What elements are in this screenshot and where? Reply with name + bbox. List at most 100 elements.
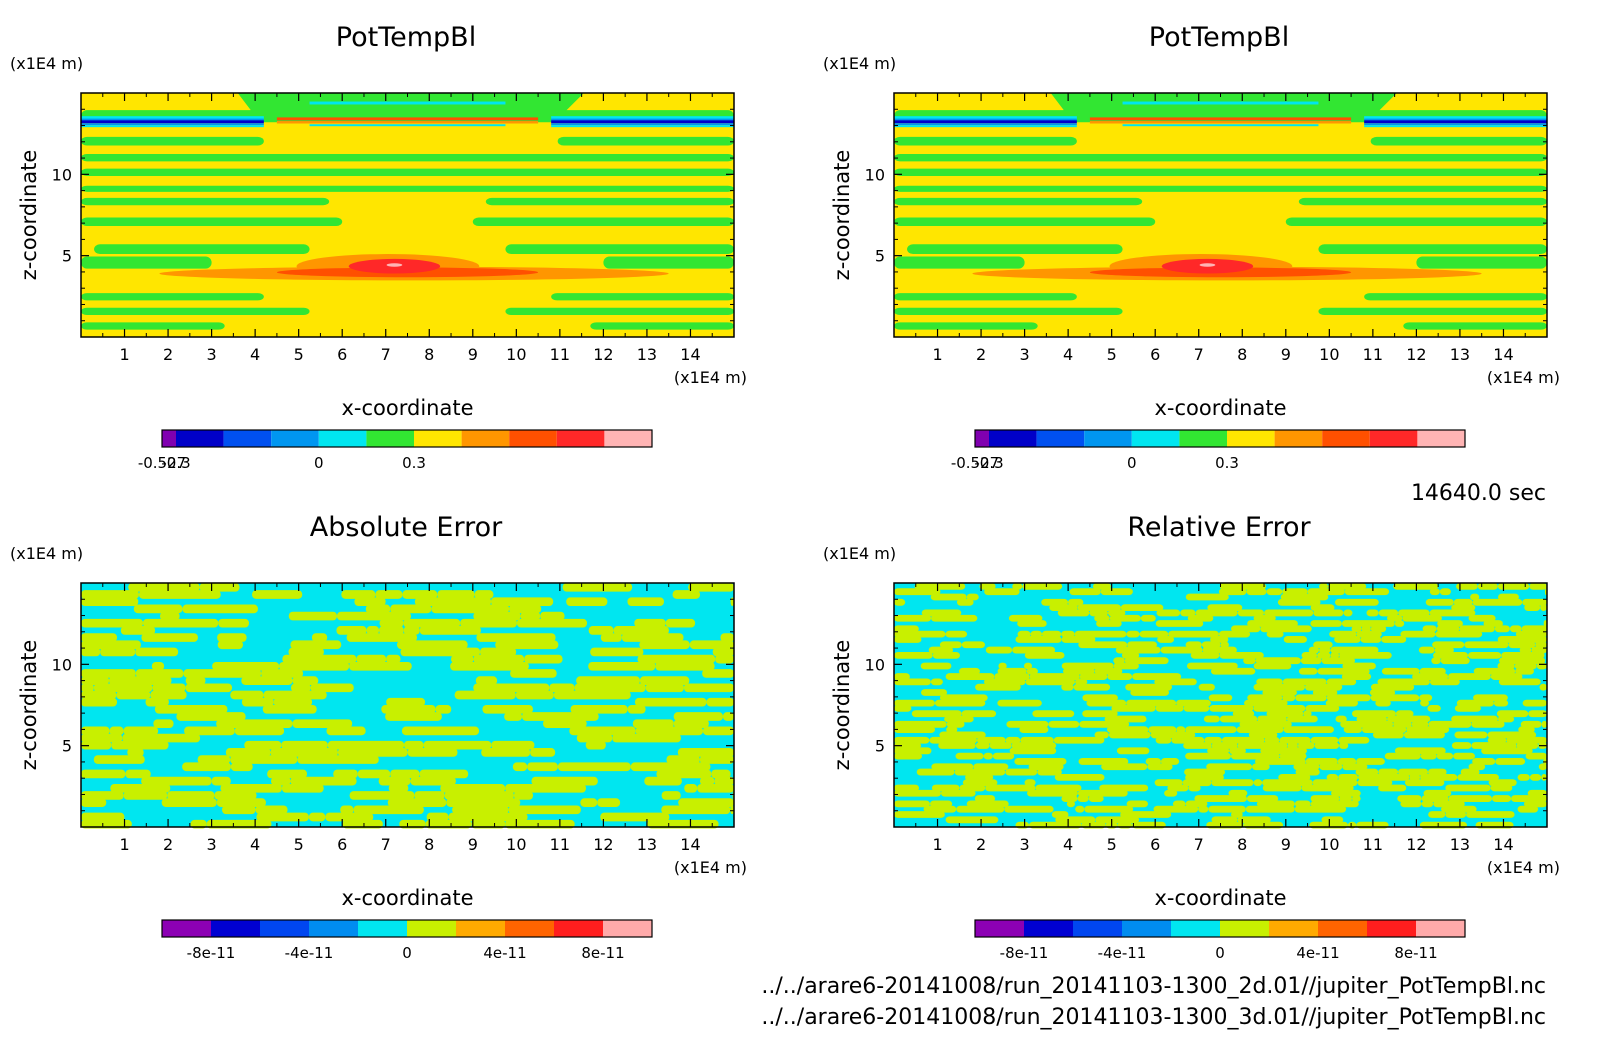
x-tick-label: 1 — [932, 345, 942, 364]
contour-blob — [697, 783, 734, 793]
contour-blob — [1393, 720, 1412, 728]
contour-blob — [448, 812, 528, 822]
contour-blob — [1172, 800, 1186, 808]
contour-blob — [1160, 758, 1180, 765]
contour-blob — [1256, 800, 1295, 808]
contour-blob — [1107, 673, 1133, 680]
contour-blob — [714, 776, 734, 786]
contour-blob — [141, 776, 212, 786]
contour-blob — [1317, 667, 1370, 675]
contour-blob — [1342, 662, 1376, 670]
contour-blob — [1468, 614, 1496, 622]
contour-band-green — [590, 322, 734, 330]
contour-blob — [263, 690, 327, 700]
x-tick-label: 3 — [1020, 835, 1030, 854]
x-tick-label: 5 — [1107, 345, 1117, 364]
colorbar-swatch — [975, 430, 989, 447]
contour-blob — [1441, 805, 1477, 813]
contour-blob — [152, 683, 186, 693]
contour-blob — [939, 731, 986, 739]
contour-blob — [522, 712, 599, 721]
contour-blob — [1340, 720, 1394, 728]
contour-blob — [81, 618, 143, 628]
contour-blob — [225, 748, 271, 757]
contour-blob — [1319, 763, 1343, 771]
contour-blob — [639, 640, 690, 650]
contour-blob — [1402, 614, 1442, 622]
contour-blob — [1279, 752, 1307, 760]
contour-band-green — [894, 154, 1547, 162]
colorbar-swatch — [1171, 920, 1220, 937]
contour-blob — [375, 590, 403, 599]
contour-blob — [1394, 620, 1405, 627]
contour-blob — [423, 740, 492, 750]
contour-blob — [1487, 736, 1507, 744]
contour-blob — [1321, 657, 1355, 665]
colorbar-label: -0.527 — [138, 454, 186, 472]
contour-blob — [400, 647, 481, 657]
x-tick-label: 7 — [1194, 345, 1204, 364]
contour-blob — [1061, 662, 1114, 670]
contour-blob — [1255, 657, 1301, 665]
contour-blob — [234, 726, 285, 736]
contour-blob — [473, 611, 521, 621]
x-axis-label: x-coordinate — [1154, 886, 1286, 910]
contour-blob — [1253, 614, 1276, 622]
contour-blob — [1061, 683, 1074, 691]
contour-blob — [921, 689, 948, 696]
contour-blob — [576, 676, 640, 685]
colorbar-label: 0 — [1215, 944, 1225, 962]
contour-blob — [1219, 583, 1267, 590]
contour-blob — [644, 776, 682, 786]
contour-blob — [211, 776, 231, 786]
contour-blob — [1529, 773, 1542, 781]
contour-blob — [279, 661, 350, 671]
contour-blob — [549, 683, 575, 693]
contour-blob — [385, 712, 442, 721]
contour-blob — [1471, 720, 1505, 728]
contour-blob — [1520, 720, 1542, 728]
contour-band-green — [81, 256, 212, 269]
contour-blob — [711, 769, 731, 779]
x-tick-label: 13 — [637, 345, 657, 364]
contour-blob — [1023, 662, 1033, 670]
contour-blob — [1377, 678, 1430, 686]
contour-blob — [929, 800, 953, 808]
x-tick-label: 11 — [550, 835, 570, 854]
contour-blob — [388, 783, 409, 793]
contour-blob — [1185, 641, 1202, 649]
contour-blob — [1094, 731, 1109, 739]
contour-blob — [451, 654, 474, 664]
colorbar-swatch — [505, 920, 554, 937]
colorbar-label: 0 — [1127, 454, 1137, 472]
contour-blob — [1282, 678, 1327, 686]
contour-blob — [1096, 620, 1122, 627]
contour-blob — [122, 733, 201, 743]
contour-blob — [1351, 795, 1361, 802]
contour-blob — [1378, 768, 1399, 776]
x-tick-label: 6 — [1150, 835, 1160, 854]
contour-blob — [958, 667, 980, 675]
contour-blob — [1517, 805, 1539, 813]
contour-blob — [894, 726, 936, 734]
x-tick-label: 4 — [1063, 345, 1073, 364]
contour-band-green — [551, 293, 734, 301]
contour-blob — [1497, 636, 1547, 643]
x-tick-label: 4 — [250, 345, 260, 364]
contour-blob — [161, 798, 217, 807]
x-tick-label: 14 — [1493, 345, 1513, 364]
colorbar-frame — [974, 919, 1466, 938]
contour-blob — [1156, 609, 1181, 617]
x-tick-label: 3 — [1020, 345, 1030, 364]
contour-blob — [145, 697, 169, 707]
x-tick-label: 9 — [1281, 835, 1291, 854]
x-axis-label: x-coordinate — [341, 396, 473, 420]
colorbar-swatch — [461, 430, 510, 447]
contour-blob — [217, 633, 247, 642]
contour-blob — [1453, 598, 1473, 606]
contour-blob — [403, 626, 420, 635]
contour-blob — [450, 661, 529, 671]
contour-blob — [1472, 758, 1496, 765]
contour-blob — [1231, 625, 1261, 633]
contour-blob — [81, 640, 141, 650]
